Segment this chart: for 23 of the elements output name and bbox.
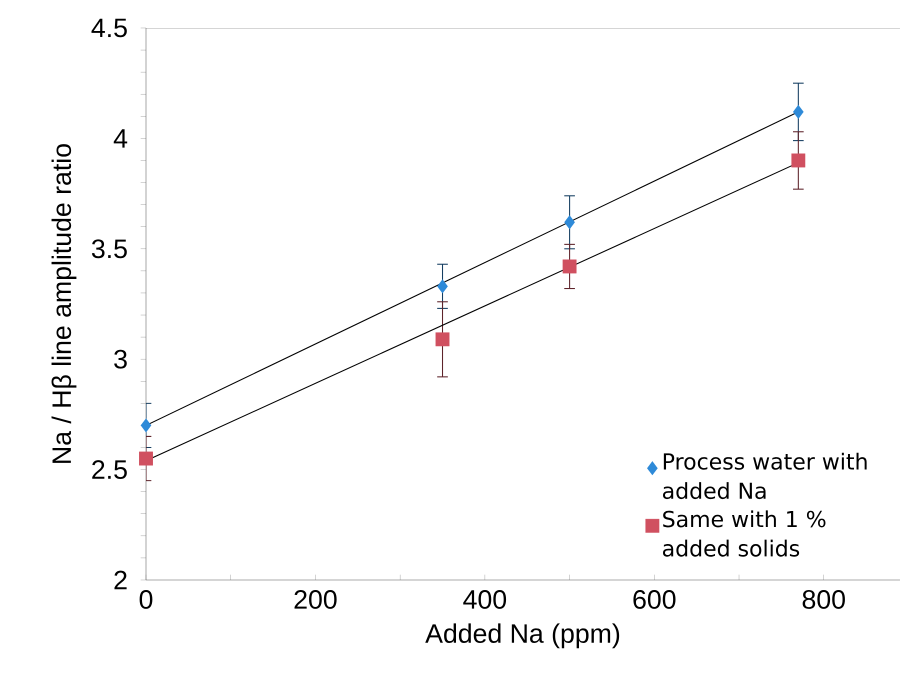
x-tick-label: 200 [294, 590, 337, 609]
point [793, 104, 804, 119]
point [564, 215, 575, 230]
y-tick-label: 3 [114, 350, 127, 369]
y-tick-label: 4.5 [91, 18, 127, 38]
y-axis-title: Na / Hβ line amplitude ratio [52, 144, 76, 463]
x-tick-label: 0 [140, 590, 152, 609]
point [791, 154, 806, 168]
x-tick-label: 400 [463, 590, 506, 609]
point [562, 260, 577, 274]
point [139, 452, 153, 466]
x-tick-label: 800 [802, 590, 845, 609]
legend-label: Same with 1 % added solids [663, 510, 826, 557]
point [436, 332, 450, 346]
y-tick-label: 2 [114, 570, 127, 590]
y-tick-label: 4 [114, 129, 128, 148]
x-axis-title: Added Na (ppm) [425, 623, 620, 648]
y-tick-label: 2.5 [92, 460, 127, 480]
point [140, 418, 152, 432]
x-tick-label: 600 [633, 590, 676, 609]
legend-label: Process water with added Na [663, 452, 867, 500]
point [437, 279, 448, 294]
y-tick-label: 3.5 [92, 239, 127, 258]
